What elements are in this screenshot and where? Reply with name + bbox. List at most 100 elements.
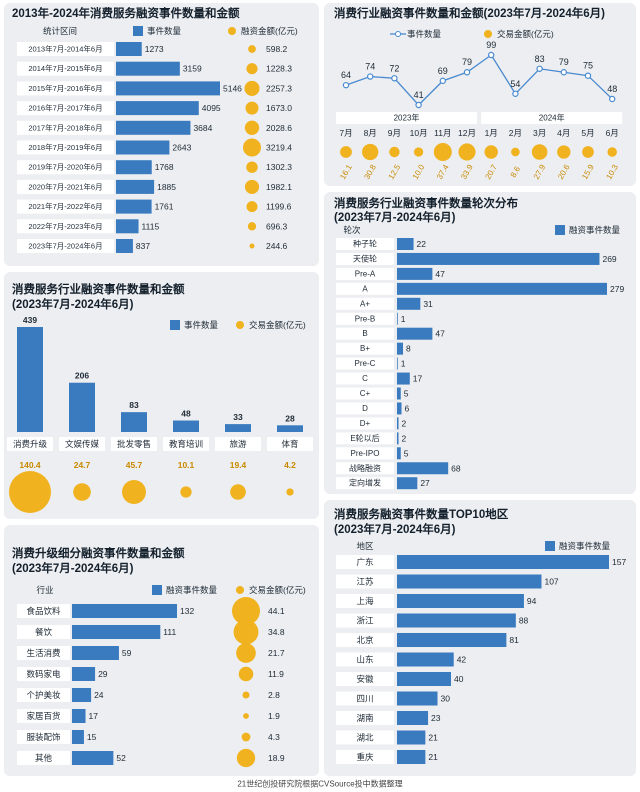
- bubble: [73, 483, 91, 501]
- category-cell: [336, 462, 394, 475]
- bubble: [9, 471, 51, 513]
- category-cell: [336, 252, 394, 265]
- point: [367, 73, 374, 80]
- category-cell: [336, 372, 394, 385]
- bar: [397, 402, 402, 415]
- category-cell: [17, 751, 70, 765]
- line: [345, 54, 613, 106]
- value-label: 27: [420, 478, 430, 488]
- legend-label: 融资金额(亿元): [241, 26, 298, 36]
- value-label: 48: [607, 84, 617, 94]
- value-label: 2257.3: [266, 83, 292, 93]
- value-label: 107: [544, 577, 558, 587]
- category-cell: [17, 667, 70, 681]
- value-label: 1228.3: [266, 64, 292, 74]
- bar: [72, 751, 114, 765]
- value-label: 10.1: [178, 460, 195, 470]
- value-label: 2028.6: [266, 123, 292, 133]
- value-label: 696.3: [266, 221, 288, 231]
- value-label: 40: [454, 674, 464, 684]
- category-cell: [336, 672, 394, 686]
- bar: [397, 252, 600, 265]
- bar: [397, 238, 414, 250]
- category-cell: [17, 42, 114, 56]
- bubble: [531, 144, 548, 160]
- bubble: [607, 147, 617, 157]
- category-label: 4月: [557, 128, 570, 138]
- bubble: [245, 101, 259, 115]
- category-label: 2014年7月-2015年6月: [28, 63, 102, 73]
- category-cell: [336, 555, 394, 569]
- bubble: [246, 63, 258, 75]
- point: [560, 69, 568, 76]
- bar: [397, 594, 524, 608]
- bubble: [458, 143, 476, 161]
- value-label: 24.7: [74, 460, 91, 470]
- bar: [225, 424, 251, 432]
- value-label: 79: [462, 57, 472, 67]
- value-label: 33: [233, 412, 243, 422]
- value-label: 83: [535, 54, 545, 64]
- value-label: 69: [438, 66, 448, 76]
- bubble: [557, 145, 571, 159]
- category-label: 教育培训: [169, 439, 203, 449]
- category-cell: [336, 750, 394, 764]
- value-label: 21: [428, 733, 438, 743]
- point: [584, 72, 592, 79]
- bar: [397, 387, 401, 400]
- category-label: 体育: [281, 439, 298, 449]
- category-cell: [17, 646, 70, 660]
- bar: [72, 730, 84, 744]
- category-label: 2017年7月-2018年6月: [28, 122, 102, 132]
- bar: [116, 239, 133, 253]
- category-label: 消费升级: [13, 439, 48, 449]
- value-label: 3684: [193, 123, 212, 133]
- category-cell: [336, 691, 394, 706]
- bubble: [246, 201, 258, 213]
- period-label: 2023年: [394, 113, 420, 123]
- category-cell: [336, 594, 394, 608]
- chart-title: 消费升级细分融资事件数量和金额: [12, 546, 185, 560]
- panel: [4, 272, 319, 519]
- value-label: 54: [510, 79, 520, 89]
- bubble: [389, 146, 400, 158]
- point: [439, 77, 446, 85]
- bar: [397, 297, 421, 310]
- bar: [116, 160, 152, 175]
- category-label: 2015年7月-2016年6月: [28, 83, 102, 93]
- legend-label: 交易金额(亿元): [249, 320, 306, 330]
- category-label: D: [362, 404, 368, 413]
- category-header: 行业: [36, 585, 53, 595]
- category-cell: [336, 357, 394, 370]
- bar: [397, 267, 433, 280]
- bar: [121, 412, 147, 432]
- bubble: [244, 179, 260, 194]
- chart-subtitle: (2023年7月-2024年6月): [12, 297, 134, 311]
- category-header: 地区: [356, 541, 374, 551]
- category-cell: [17, 709, 70, 723]
- category-label: B: [362, 329, 367, 338]
- legend-marker: [228, 27, 236, 35]
- value-label: 111: [163, 627, 176, 637]
- category-cell: [215, 437, 261, 451]
- category-label: 其他: [35, 753, 53, 763]
- category-cell: [336, 402, 394, 415]
- category-label: 种子轮: [353, 239, 377, 249]
- legend-label: 事件数量: [147, 26, 182, 36]
- value-label: 22: [417, 239, 427, 249]
- chart-title: 消费行业融资事件数量和金额(2023年7月-2024年6月): [334, 6, 605, 20]
- category-cell: [7, 437, 53, 451]
- bubble: [340, 146, 352, 158]
- category-cell: [336, 574, 394, 589]
- category-cell: [17, 120, 114, 135]
- legend-label: 融资事件数量: [166, 585, 218, 595]
- category-label: 四川: [356, 694, 373, 704]
- category-label: 食品饮料: [26, 606, 61, 616]
- value-label: 21: [428, 752, 438, 762]
- bubble: [180, 486, 192, 498]
- legend-label: 融资事件数量: [569, 225, 621, 235]
- category-header: 统计区间: [43, 26, 77, 36]
- category-header: 轮次: [343, 225, 361, 235]
- bubble: [243, 713, 249, 719]
